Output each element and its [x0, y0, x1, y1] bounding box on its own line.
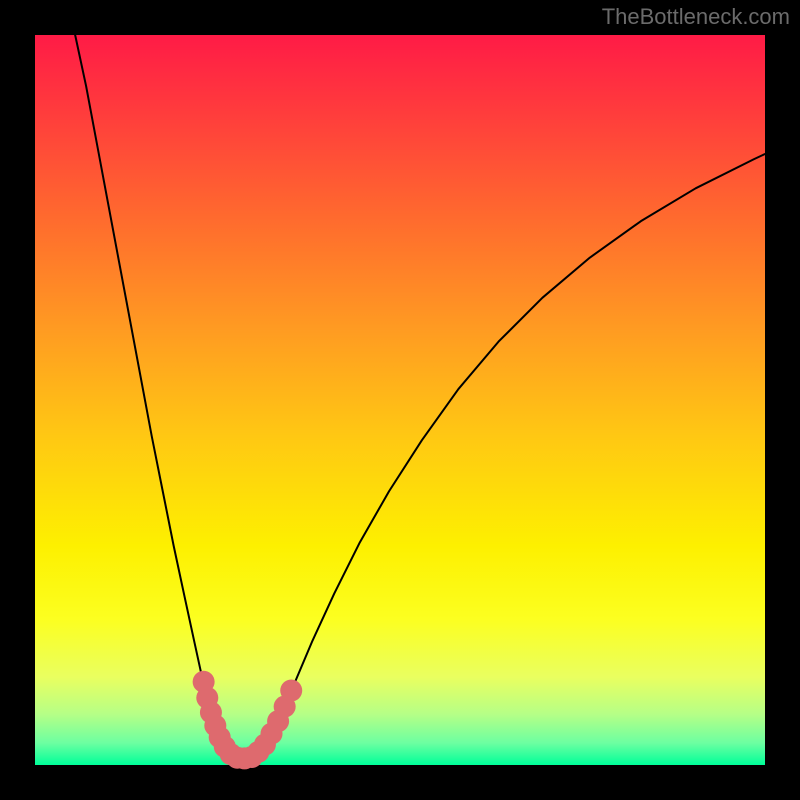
chart-frame: TheBottleneck.com	[0, 0, 800, 800]
watermark-label: TheBottleneck.com	[602, 4, 790, 30]
marker-strip	[193, 671, 303, 770]
main-v-curve	[75, 35, 765, 759]
chart-svg	[35, 35, 765, 765]
plot-area	[35, 35, 765, 765]
